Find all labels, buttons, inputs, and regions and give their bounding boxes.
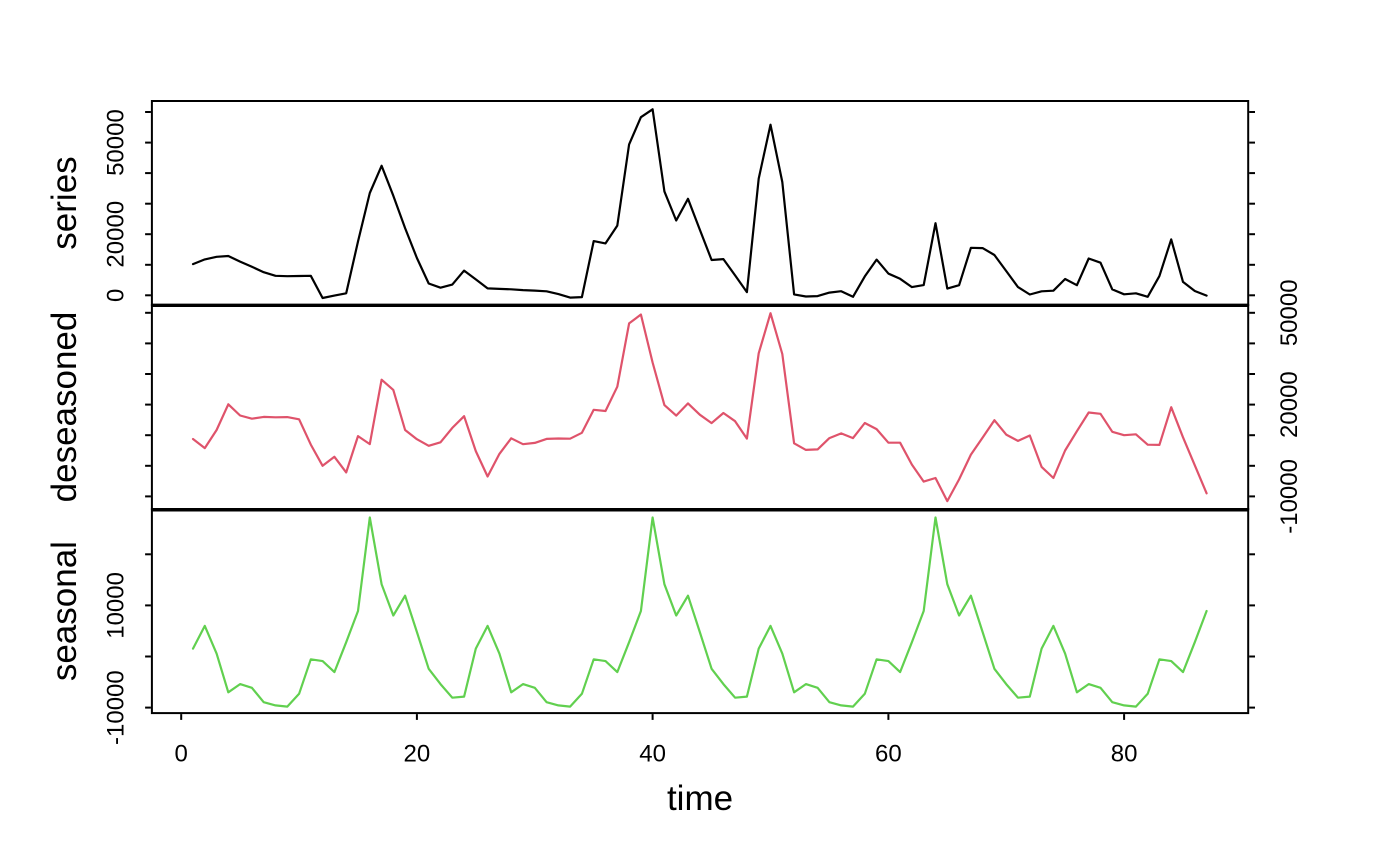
svg-text:50000: 50000 <box>1276 279 1303 346</box>
svg-text:20000: 20000 <box>103 201 130 268</box>
svg-text:deseasoned: deseasoned <box>45 312 84 503</box>
svg-text:60: 60 <box>875 741 902 768</box>
svg-text:time: time <box>667 779 733 818</box>
svg-text:seasonal: seasonal <box>45 541 84 681</box>
svg-text:0: 0 <box>103 289 130 302</box>
svg-text:0: 0 <box>175 741 188 768</box>
svg-text:50000: 50000 <box>103 109 130 176</box>
svg-text:20000: 20000 <box>1276 371 1303 438</box>
svg-text:40: 40 <box>639 741 666 768</box>
svg-text:series: series <box>45 156 84 249</box>
svg-text:80: 80 <box>1111 741 1138 768</box>
svg-text:10000: 10000 <box>103 572 130 639</box>
svg-text:-10000: -10000 <box>103 670 130 745</box>
svg-text:-10000: -10000 <box>1276 459 1303 534</box>
svg-text:20: 20 <box>404 741 431 768</box>
